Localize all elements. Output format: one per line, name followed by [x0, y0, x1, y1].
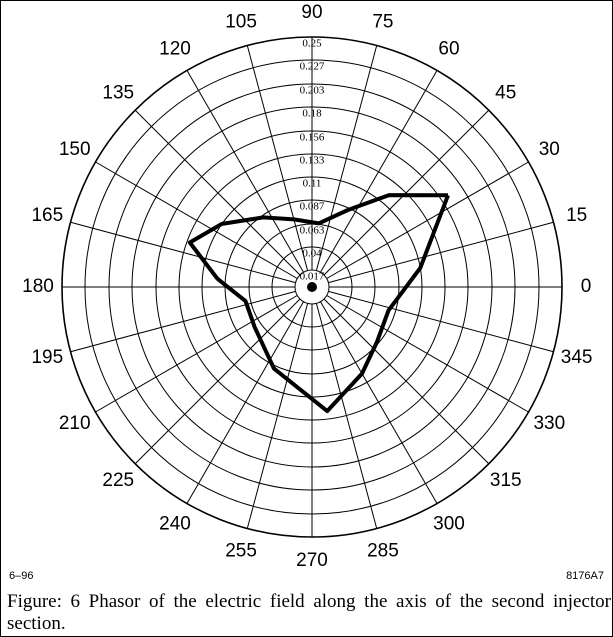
radial-tick-label: 0.04	[302, 248, 322, 260]
angle-tick-label: 15	[566, 205, 587, 226]
annotation: 6–96	[9, 570, 33, 582]
angle-tick-label: 330	[533, 413, 565, 434]
radial-tick-label: 0.18	[302, 108, 322, 120]
grid-spoke	[323, 109, 490, 276]
angle-tick-label: 75	[372, 11, 393, 32]
grid-spoke	[328, 221, 554, 284]
angle-tick-label: 315	[490, 470, 522, 491]
grid-spoke	[320, 301, 438, 504]
grid-spoke	[328, 290, 554, 353]
angle-tick-label: 225	[102, 470, 134, 491]
grid-spoke	[246, 45, 309, 271]
radial-tick-label: 0.017	[300, 271, 325, 283]
grid-spoke	[323, 298, 490, 465]
angle-tick-label: 285	[367, 541, 399, 562]
grid-spoke	[186, 301, 304, 504]
angle-tick-label: 0	[581, 276, 592, 297]
angle-tick-label: 105	[225, 11, 257, 32]
annotation: 8176A7	[566, 570, 604, 582]
grid-spoke	[315, 303, 378, 529]
angle-tick-label: 300	[433, 513, 465, 534]
grid-spoke	[70, 221, 296, 284]
grid-spoke	[95, 161, 298, 279]
radial-tick-label: 0.227	[300, 61, 325, 73]
angle-tick-label: 135	[102, 82, 134, 103]
grid-spoke	[315, 45, 378, 271]
grid-spoke	[70, 290, 296, 353]
grid-spoke	[326, 161, 529, 279]
radial-tick-label: 0.11	[303, 178, 322, 190]
radial-tick-label: 0.25	[302, 38, 322, 50]
angle-tick-label: 120	[159, 39, 191, 60]
angle-tick-label: 240	[159, 513, 191, 534]
grid-spoke	[134, 109, 301, 276]
angle-tick-label: 90	[301, 2, 322, 23]
radial-tick-label: 0.156	[300, 132, 325, 144]
grid-spoke	[186, 70, 304, 273]
grid-spoke	[246, 303, 309, 529]
angle-tick-label: 345	[561, 347, 593, 368]
radial-tick-label: 0.203	[300, 85, 325, 97]
radial-tick-label: 0.063	[300, 225, 325, 237]
angle-tick-label: 210	[59, 413, 91, 434]
radial-tick-label: 0.133	[300, 155, 325, 167]
grid-spoke	[320, 70, 438, 273]
angle-tick-label: 270	[296, 550, 328, 571]
angle-tick-label: 30	[539, 139, 560, 160]
chart: 6–96 8176A7 0 15 30 45 60 75 90 105 120 135 150 165…	[9, 2, 604, 582]
angle-tick-label: 255	[225, 541, 257, 562]
center	[307, 282, 317, 292]
grid-spoke	[95, 295, 298, 413]
grid-spoke	[326, 295, 529, 413]
trace	[187, 193, 450, 414]
angle-tick-label: 45	[495, 82, 516, 103]
angle-tick-label: 60	[438, 39, 459, 60]
angle-tick-label: 195	[31, 347, 63, 368]
grid-spoke	[134, 298, 301, 465]
radial-tick-label: 0.087	[300, 201, 325, 213]
angle-tick-label: 165	[31, 205, 63, 226]
angle-tick-label: 180	[22, 276, 54, 297]
caption: Figure: 6 Phasor of the electric field a…	[7, 591, 611, 634]
angle-tick-label: 150	[59, 139, 91, 160]
